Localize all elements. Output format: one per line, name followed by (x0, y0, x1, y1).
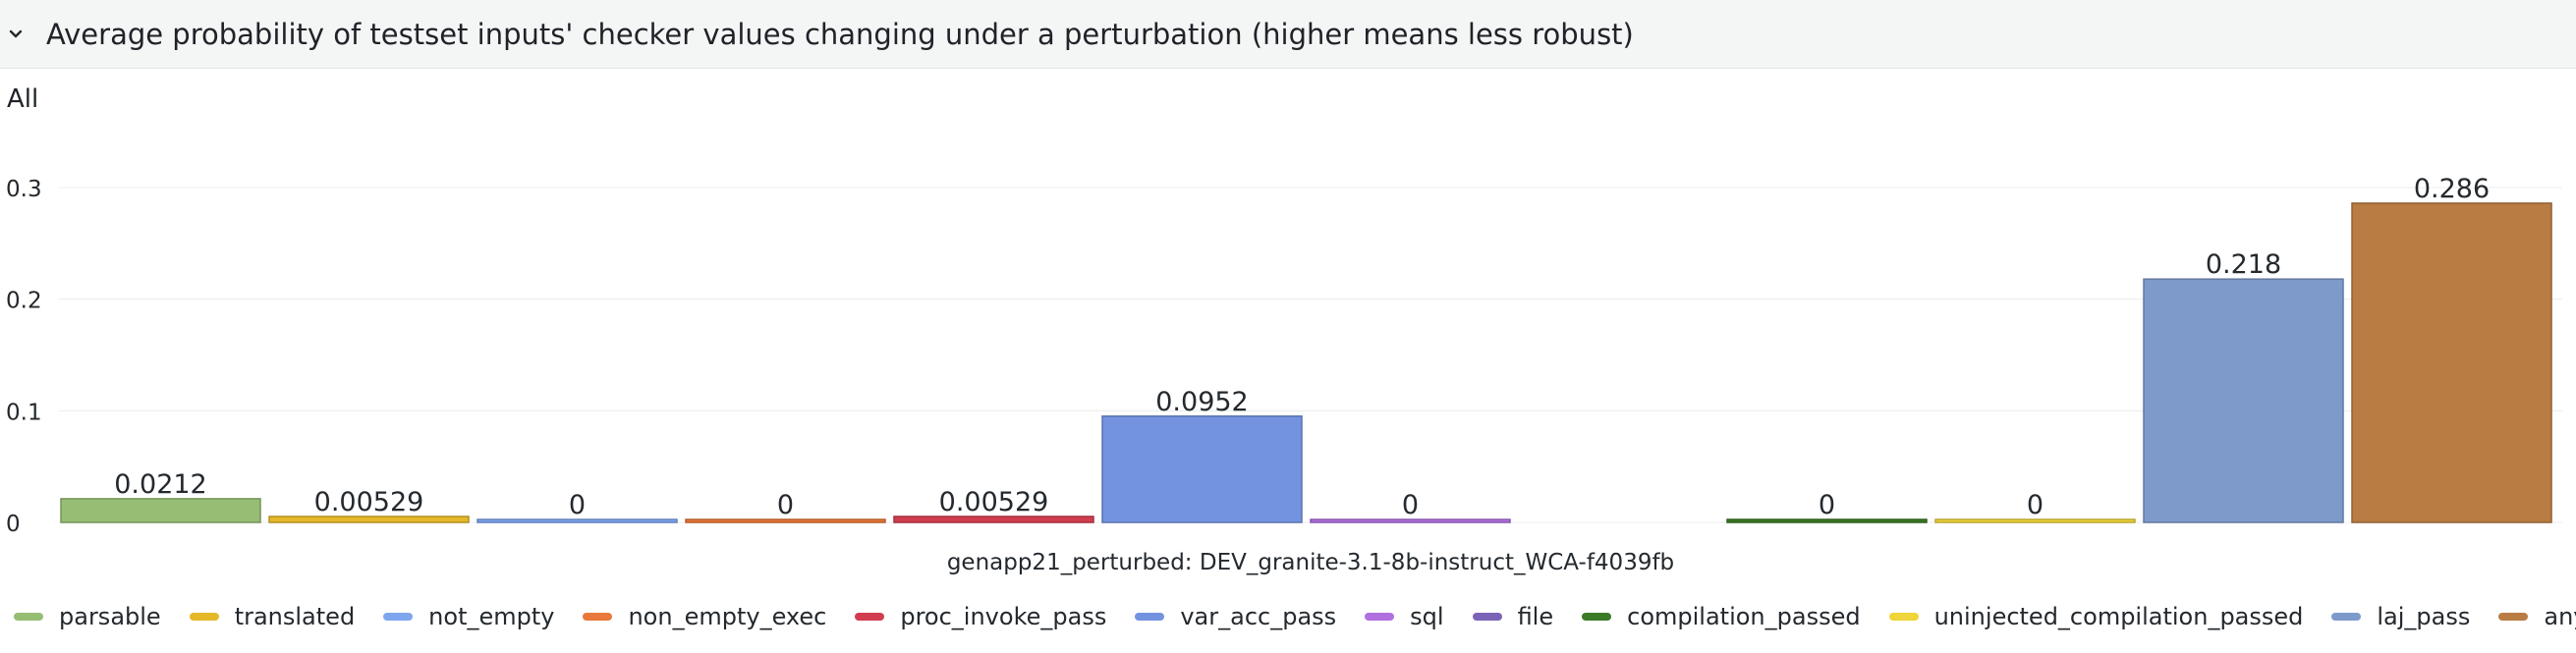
chart-legend: parsable translated not_empty non_empty_exe… (14, 603, 2576, 630)
legend-label: not_empty (428, 603, 555, 630)
legend-swatch (855, 613, 885, 621)
bar-translated[interactable] (268, 516, 470, 523)
data-label: 0 (569, 490, 586, 520)
legend-swatch (189, 613, 219, 621)
legend-item-any-checker[interactable]: any_checker (2498, 603, 2576, 630)
y-tick-label: 0.2 (6, 289, 42, 314)
bar-proc-invoke-pass[interactable] (893, 516, 1094, 523)
legend-swatch (2331, 613, 2362, 621)
bar-parsable[interactable] (60, 498, 261, 523)
bar-uninjected-compilation-passed[interactable] (1934, 518, 2136, 523)
legend-item-compilation-passed[interactable]: compilation_passed (1582, 603, 1861, 630)
legend-item-file[interactable]: file (1472, 603, 1554, 630)
data-label: 0 (1819, 490, 1835, 520)
bar-sql[interactable] (1310, 518, 1511, 523)
legend-label: file (1517, 603, 1554, 630)
bar-non-empty-exec[interactable] (685, 518, 886, 523)
data-label: 0.0212 (114, 469, 206, 500)
legend-label: sql (1410, 603, 1444, 630)
panel-title: Average probability of testset inputs' c… (46, 17, 1634, 51)
legend-item-sql[interactable]: sql (1365, 603, 1444, 630)
y-tick-label: 0.1 (6, 400, 42, 425)
series-group-label: All (7, 84, 39, 114)
bar-chart: 0 0.1 0.2 0.3 0.0212 0.00529 0 0 0.00529 0.0952 0 0… (6, 174, 2562, 575)
data-label: 0 (777, 490, 794, 520)
data-label: 0.00529 (939, 487, 1049, 517)
legend-swatch (1582, 613, 1612, 621)
bar-laj-pass[interactable] (2143, 278, 2344, 523)
legend-label: laj_pass (2377, 603, 2471, 630)
data-label: 0 (1402, 490, 1419, 520)
legend-swatch (1888, 613, 1919, 621)
data-label: 0.286 (2414, 174, 2490, 204)
legend-swatch (1365, 613, 1395, 621)
bar-any-checker[interactable] (2351, 202, 2552, 523)
y-tick-label: 0 (6, 512, 21, 537)
legend-swatch (2498, 613, 2529, 621)
legend-item-uninjected-compilation-passed[interactable]: uninjected_compilation_passed (1888, 603, 2304, 630)
legend-item-translated[interactable]: translated (189, 603, 356, 630)
panel-header[interactable]: Average probability of testset inputs' c… (0, 0, 2576, 69)
legend-label: non_empty_exec (628, 603, 827, 630)
bar-var-acc-pass[interactable] (1101, 415, 1303, 523)
legend-swatch (1135, 613, 1165, 621)
legend-swatch (1472, 613, 1502, 621)
x-axis-label: genapp21_perturbed: DEV_granite-3.1-8b-i… (947, 550, 1674, 575)
legend-item-laj-pass[interactable]: laj_pass (2331, 603, 2470, 630)
data-label: 0.00529 (314, 487, 424, 517)
data-label: 0.218 (2206, 249, 2281, 280)
legend-item-not-empty[interactable]: not_empty (383, 603, 554, 630)
bar-not-empty[interactable] (476, 518, 678, 523)
chevron-down-icon[interactable] (7, 26, 25, 43)
data-label: 0 (2027, 490, 2044, 520)
legend-label: var_acc_pass (1180, 603, 1337, 630)
legend-label: translated (234, 603, 356, 630)
legend-item-proc-invoke-pass[interactable]: proc_invoke_pass (855, 603, 1106, 630)
bar-compilation-passed[interactable] (1726, 518, 1928, 523)
legend-item-var-acc-pass[interactable]: var_acc_pass (1135, 603, 1336, 630)
legend-swatch (14, 613, 43, 621)
legend-item-non-empty-exec[interactable]: non_empty_exec (583, 603, 826, 630)
legend-label: proc_invoke_pass (900, 603, 1107, 630)
legend-label: compilation_passed (1627, 603, 1861, 630)
legend-label: uninjected_compilation_passed (1933, 603, 2304, 630)
legend-label: any_checker (2544, 603, 2576, 630)
legend-swatch (383, 613, 414, 621)
legend-swatch (583, 613, 613, 621)
y-tick-label: 0.3 (6, 177, 42, 202)
legend-item-parsable[interactable]: parsable (14, 603, 161, 630)
legend-label: parsable (59, 603, 161, 630)
data-label: 0.0952 (1155, 387, 1248, 417)
